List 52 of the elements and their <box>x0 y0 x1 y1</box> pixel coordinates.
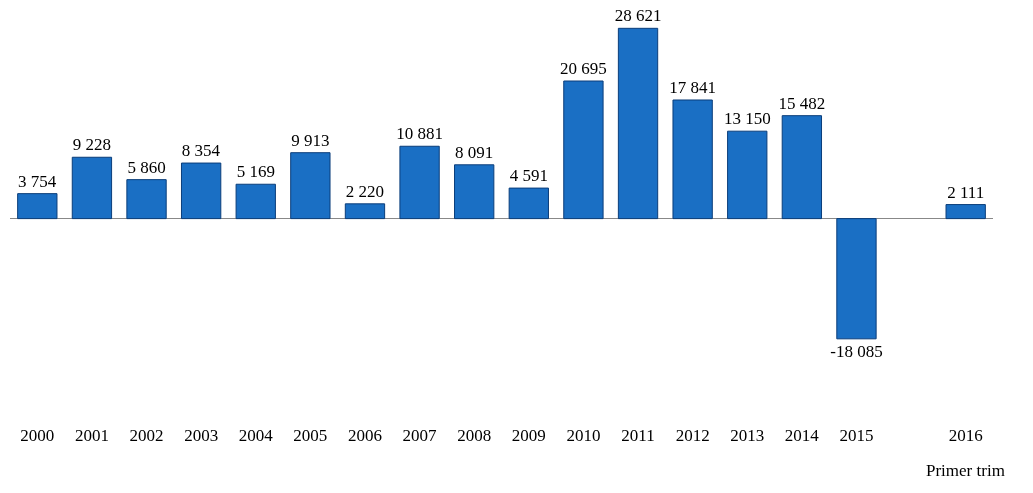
bar <box>290 152 331 220</box>
x-tick-label: 2014 <box>784 426 820 445</box>
bar <box>836 218 877 340</box>
x-tick-label: 2011 <box>621 426 655 445</box>
x-tick-label: 2000 <box>20 426 55 445</box>
x-tick-label: 2009 <box>511 426 546 445</box>
x-tick-label: 2005 <box>293 426 328 445</box>
bar <box>235 183 276 220</box>
x-tick-label: 2001 <box>74 426 109 445</box>
bar <box>727 130 768 220</box>
data-label: 15 482 <box>778 93 826 113</box>
bar <box>126 179 167 220</box>
data-label: 8 091 <box>455 142 494 162</box>
bar <box>508 187 549 220</box>
x-tick-label: 2006 <box>347 426 382 445</box>
bar <box>945 204 986 220</box>
data-label: 2 220 <box>345 181 385 201</box>
data-label: 2 111 <box>947 182 985 202</box>
x-tick-label: 2015 <box>839 426 874 445</box>
bar <box>344 203 386 220</box>
text: Primer trim <box>926 461 1005 480</box>
x-tick-label: 2002 <box>129 426 164 445</box>
data-label: 8 354 <box>181 141 221 161</box>
data-label: 10 881 <box>396 124 443 144</box>
data-label: 9 913 <box>291 130 330 150</box>
data-label: 5 860 <box>127 157 166 177</box>
x-tick-label: 2008 <box>457 426 492 445</box>
data-label: 13 150 <box>723 109 771 129</box>
x-tick-label: 2004 <box>238 426 274 445</box>
x-tick-label: 2012 <box>675 426 710 445</box>
x-tick-label: 2003 <box>184 426 219 445</box>
data-label: 28 621 <box>614 6 662 26</box>
bar <box>71 156 113 220</box>
bar <box>180 162 222 220</box>
x-tick-label: 2010 <box>566 426 601 445</box>
data-label: 17 841 <box>669 77 717 97</box>
bar <box>617 27 659 220</box>
data-label: 4 591 <box>509 166 548 186</box>
bar <box>563 80 604 220</box>
bar <box>781 115 823 220</box>
x-tick-label: 2016 <box>948 426 983 445</box>
bar <box>17 193 58 220</box>
data-label: -18 085 <box>830 341 883 361</box>
data-label: 9 228 <box>72 135 112 155</box>
data-label: 20 695 <box>560 59 607 79</box>
bar <box>399 145 440 220</box>
bar <box>672 99 713 220</box>
data-label: 3 754 <box>17 171 57 191</box>
bar <box>454 164 495 220</box>
data-label: 5 169 <box>236 162 275 182</box>
x-tick-label: 2013 <box>730 426 765 445</box>
x-tick-label: 2007 <box>402 426 438 445</box>
